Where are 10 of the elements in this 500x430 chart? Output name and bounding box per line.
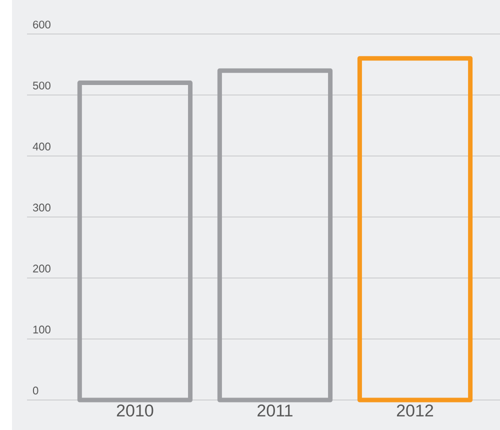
y-tick-label: 400 [32,142,50,150]
x-tick-label: 2010 [116,404,154,417]
y-tick-label: 500 [32,82,50,90]
y-tick-label: 300 [32,204,50,212]
y-tick-label: 100 [33,326,50,334]
x-tick-label: 2012 [396,404,434,417]
y-tick-label: 200 [33,264,50,272]
x-tick-label: 2011 [258,404,292,417]
y-tick-label: 0 [32,386,38,394]
y-tick-label: 600 [33,20,50,28]
